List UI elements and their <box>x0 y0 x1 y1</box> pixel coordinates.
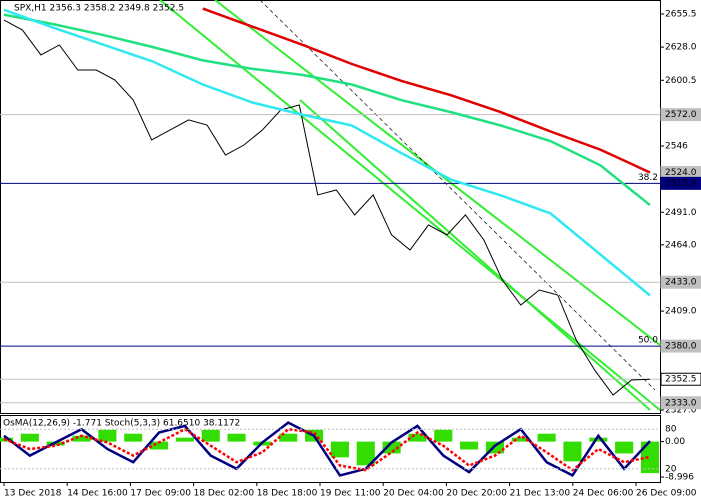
channel-lower <box>299 99 651 411</box>
y-tick-label: 2546 <box>665 141 688 151</box>
level-label: 2333.0 <box>665 398 697 408</box>
series-line <box>3 8 651 297</box>
y-tick-label: 20 <box>665 464 677 474</box>
osma-bar <box>640 441 660 474</box>
y-tick-label: 2491.0 <box>665 208 697 218</box>
osma-bar <box>227 433 246 442</box>
level-label: 2380.0 <box>665 342 697 352</box>
y2-tick-label: -8.996 <box>665 473 694 483</box>
trend-line <box>259 0 656 391</box>
osma-bar <box>279 433 298 442</box>
y-tick-label: 2600.5 <box>665 76 697 86</box>
level-label: 2515.0 <box>665 179 697 189</box>
fib-label: 50.0 <box>638 336 658 346</box>
level-box <box>660 176 701 190</box>
level-label: 2352.5 <box>665 375 697 385</box>
y-tick-label: 2327.0 <box>665 405 697 415</box>
osma-bar <box>563 441 582 462</box>
y-tick-label: 80 <box>665 425 677 435</box>
osma-bar <box>460 441 479 450</box>
series-line <box>3 421 651 478</box>
main-panel <box>0 0 661 414</box>
x-tick-label: 14 Dec 16:00 <box>67 489 128 499</box>
osma-bar <box>175 437 194 442</box>
y-tick-label: 2655.5 <box>665 9 697 19</box>
sub-panel <box>0 415 661 483</box>
osma-bar <box>201 429 220 442</box>
x-tick-label: 18 Dec 02:00 <box>194 489 255 499</box>
chart-title: SPX,H1 2356.3 2358.2 2349.8 2352.5 <box>14 4 184 14</box>
x-tick-label: 13 Dec 2018 <box>4 489 62 499</box>
series-line <box>3 19 651 396</box>
osma-bar <box>72 435 91 442</box>
x-tick-label: 19 Dec 11:00 <box>320 489 381 499</box>
y-tick-label: 2464.0 <box>665 240 697 250</box>
level-box <box>660 372 701 386</box>
series-line <box>202 7 651 174</box>
osma-bar <box>149 441 169 450</box>
level-box <box>660 396 701 410</box>
osma-bar <box>382 441 401 454</box>
osma-bar <box>20 433 39 442</box>
y-tick-label: 2628.0 <box>665 43 697 53</box>
osma-bar <box>98 429 117 442</box>
x-tick-label: 20 Dec 04:00 <box>383 489 444 499</box>
fib-label: 38.2 <box>638 173 658 183</box>
level-label: 2524.0 <box>665 168 697 178</box>
x-tick-label: 24 Dec 06:00 <box>573 489 634 499</box>
x-tick-label: 26 Dec 09:00 <box>636 489 697 499</box>
osma-bar <box>511 437 530 442</box>
x-tick-label: 21 Dec 13:00 <box>510 489 571 499</box>
x-tick-label: 18 Dec 18:00 <box>257 489 318 499</box>
osma-bar <box>408 433 427 442</box>
level-box <box>660 339 701 353</box>
osma-bar <box>434 429 453 442</box>
osma-bar <box>615 441 634 454</box>
osma-bar <box>330 441 349 458</box>
x-tick-label: 17 Dec 09:00 <box>130 489 191 499</box>
osma-bar <box>485 441 505 454</box>
y-tick-label: 2409.0 <box>665 307 697 317</box>
level-box <box>660 275 701 289</box>
y2-tick-label: 0.00 <box>665 437 685 447</box>
x-tick-label: 20 Dec 20:00 <box>446 489 507 499</box>
osma-bar <box>124 433 143 442</box>
level-box <box>660 108 701 122</box>
level-label: 2433.0 <box>665 278 697 288</box>
series-line <box>3 427 651 472</box>
level-label: 2572.0 <box>665 110 697 120</box>
osma-bar <box>589 437 608 442</box>
osma-bar <box>537 433 556 442</box>
sub-title: OsMA(12,26,9) -1.771 Stoch(5,3,3) 61.651… <box>3 419 240 429</box>
series-line <box>3 13 651 207</box>
osma-bar <box>356 441 375 466</box>
